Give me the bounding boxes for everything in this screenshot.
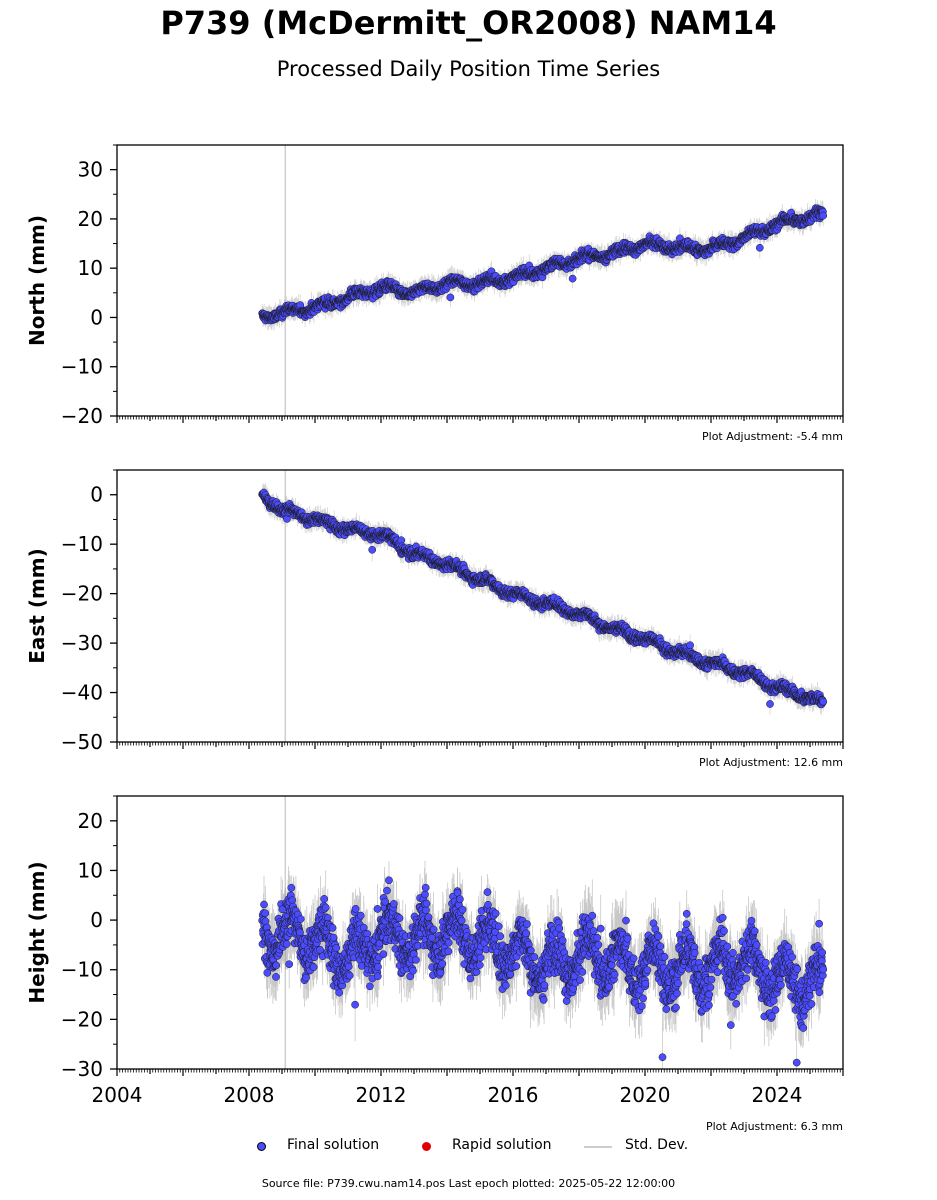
data-point (263, 968, 272, 977)
data-point (444, 938, 453, 947)
data-point (351, 1000, 359, 1009)
data-point (496, 932, 505, 941)
y-tick-label: 30 (78, 158, 103, 182)
data-point (288, 896, 297, 905)
y-tick-label: −50 (61, 730, 103, 754)
data-point (260, 900, 268, 909)
y-axis-label: East (mm) (25, 548, 49, 664)
data-point (491, 909, 500, 918)
data-point (458, 905, 467, 914)
data-point (512, 962, 521, 970)
data-point (755, 243, 764, 252)
data-point (457, 916, 466, 925)
data-point (421, 890, 429, 899)
data-layer (258, 145, 828, 416)
data-point (287, 883, 296, 892)
y-tick-label: −20 (61, 582, 103, 606)
data-point (379, 950, 388, 959)
data-point (356, 911, 365, 920)
data-point (282, 940, 291, 948)
y-tick-label: −20 (61, 404, 103, 428)
data-point (285, 960, 294, 969)
data-point (366, 982, 374, 991)
data-point (351, 904, 360, 913)
data-point (466, 974, 475, 983)
page-title: P739 (McDermitt_OR2008) NAM14 (160, 4, 777, 42)
data-point (302, 973, 310, 982)
data-point (316, 945, 324, 954)
data-point (424, 913, 433, 922)
data-layer (258, 470, 828, 742)
data-point (686, 641, 694, 650)
data-point (374, 963, 382, 971)
data-point (819, 211, 828, 220)
y-tick-label: 20 (78, 207, 103, 231)
y-tick-label: −40 (61, 681, 103, 705)
plot-adjustment-note: Plot Adjustment: -5.4 mm (702, 430, 843, 443)
data-point (475, 961, 484, 969)
data-point (412, 956, 420, 964)
data-point (373, 972, 382, 981)
data-point (335, 988, 344, 997)
data-point (389, 900, 398, 908)
data-point (272, 973, 280, 981)
y-tick-label: 10 (78, 256, 103, 280)
data-point (383, 886, 391, 895)
data-point (501, 981, 510, 990)
data-point (321, 903, 330, 912)
data-point (568, 274, 577, 283)
data-point (444, 947, 453, 956)
data-point (385, 876, 393, 885)
plot-frame (116, 469, 844, 743)
data-point (296, 915, 305, 923)
data-point (409, 966, 417, 975)
data-point (456, 895, 464, 903)
data-point (309, 963, 318, 971)
data-point (272, 961, 281, 970)
y-tick-label: −30 (61, 631, 103, 655)
y-tick-label: −10 (61, 355, 103, 379)
data-point (428, 933, 436, 942)
data-point (422, 899, 431, 908)
data-point (766, 700, 774, 708)
data-point (368, 545, 377, 554)
data-point (332, 944, 341, 952)
data-point (328, 924, 337, 932)
data-point (421, 883, 430, 892)
chart-panel-2: −50 −40 −30 −20 −10 0 East (mm) Plot Adjustment… (25, 469, 844, 769)
data-point (395, 914, 404, 923)
data-point (494, 922, 503, 931)
data-point (373, 905, 382, 913)
data-layer (258, 796, 828, 1069)
data-point (476, 953, 485, 962)
y-tick-label: −10 (61, 532, 103, 556)
data-point (484, 900, 492, 909)
y-tick-label: 0 (90, 305, 103, 329)
data-point (483, 888, 492, 896)
data-point (261, 909, 270, 918)
data-point (296, 928, 304, 937)
data-point (422, 906, 430, 915)
y-axis-label: North (mm) (25, 215, 49, 346)
data-point (819, 697, 828, 706)
data-point (345, 971, 354, 980)
data-point (446, 293, 455, 302)
plot-adjustment-note: Plot Adjustment: 12.6 mm (699, 756, 843, 769)
chart-panel-1: −20 −10 0 10 20 30 North (mm) Plot Adjustment: … (25, 144, 844, 443)
data-point (329, 933, 338, 942)
data-point (438, 959, 447, 968)
data-point (320, 895, 329, 903)
data-point (344, 962, 353, 971)
page-subtitle: Processed Daily Position Time Series (276, 57, 661, 81)
y-tick-label: 0 (90, 483, 103, 507)
data-point (429, 925, 438, 934)
